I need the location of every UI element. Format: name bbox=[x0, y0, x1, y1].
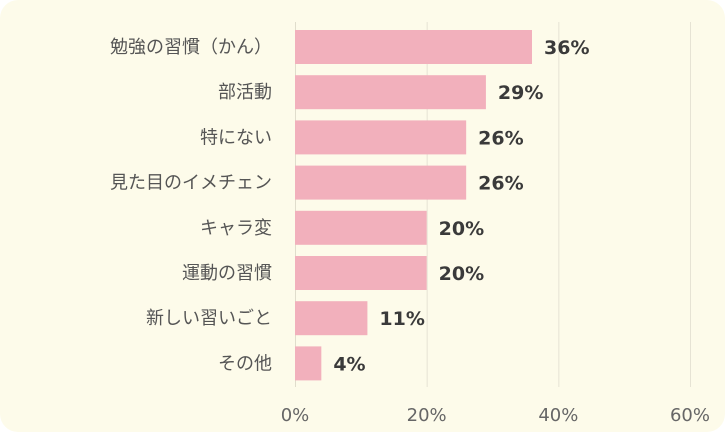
category-label: 運動の習慣 bbox=[182, 263, 272, 284]
x-tick-labels: 0% 20% 40% 60% bbox=[281, 405, 710, 426]
bar-4 bbox=[295, 165, 467, 200]
category-label: 新しい習いごと bbox=[146, 308, 272, 329]
category-label: 見た目のイメチェン bbox=[110, 173, 272, 194]
value-label: 29% bbox=[498, 82, 543, 104]
value-label: 4% bbox=[333, 353, 365, 375]
value-labels: 36% 29% 26% 26% 20% 20% 11% 4% bbox=[333, 37, 589, 375]
x-tick-label: 0% bbox=[281, 405, 310, 426]
bar-1 bbox=[295, 30, 532, 64]
bar-3 bbox=[295, 120, 467, 155]
category-label: 部活動 bbox=[218, 82, 272, 103]
bar-8 bbox=[295, 346, 322, 381]
category-label: その他 bbox=[218, 353, 272, 374]
value-label: 26% bbox=[478, 173, 523, 195]
x-tick-label: 60% bbox=[670, 405, 710, 426]
category-label: キャラ変 bbox=[200, 218, 272, 239]
value-label: 26% bbox=[478, 127, 523, 149]
x-tick-label: 20% bbox=[407, 405, 447, 426]
bar-5 bbox=[295, 210, 427, 245]
category-label: 勉強の習慣（かん） bbox=[110, 37, 272, 58]
bar-7 bbox=[295, 301, 368, 336]
bars bbox=[295, 30, 532, 381]
category-label: 特にない bbox=[200, 127, 272, 148]
value-label: 20% bbox=[439, 218, 484, 240]
value-label: 20% bbox=[439, 263, 484, 285]
category-labels: 勉強の習慣（かん） 部活動特にない見た目のイメチェンキャラ変運動の習慣新しい習いご… bbox=[110, 37, 272, 374]
x-tick-label: 40% bbox=[538, 405, 578, 426]
value-label: 11% bbox=[379, 308, 424, 330]
bar-6 bbox=[295, 256, 427, 290]
value-label: 36% bbox=[544, 37, 589, 59]
bar-2 bbox=[295, 75, 486, 110]
